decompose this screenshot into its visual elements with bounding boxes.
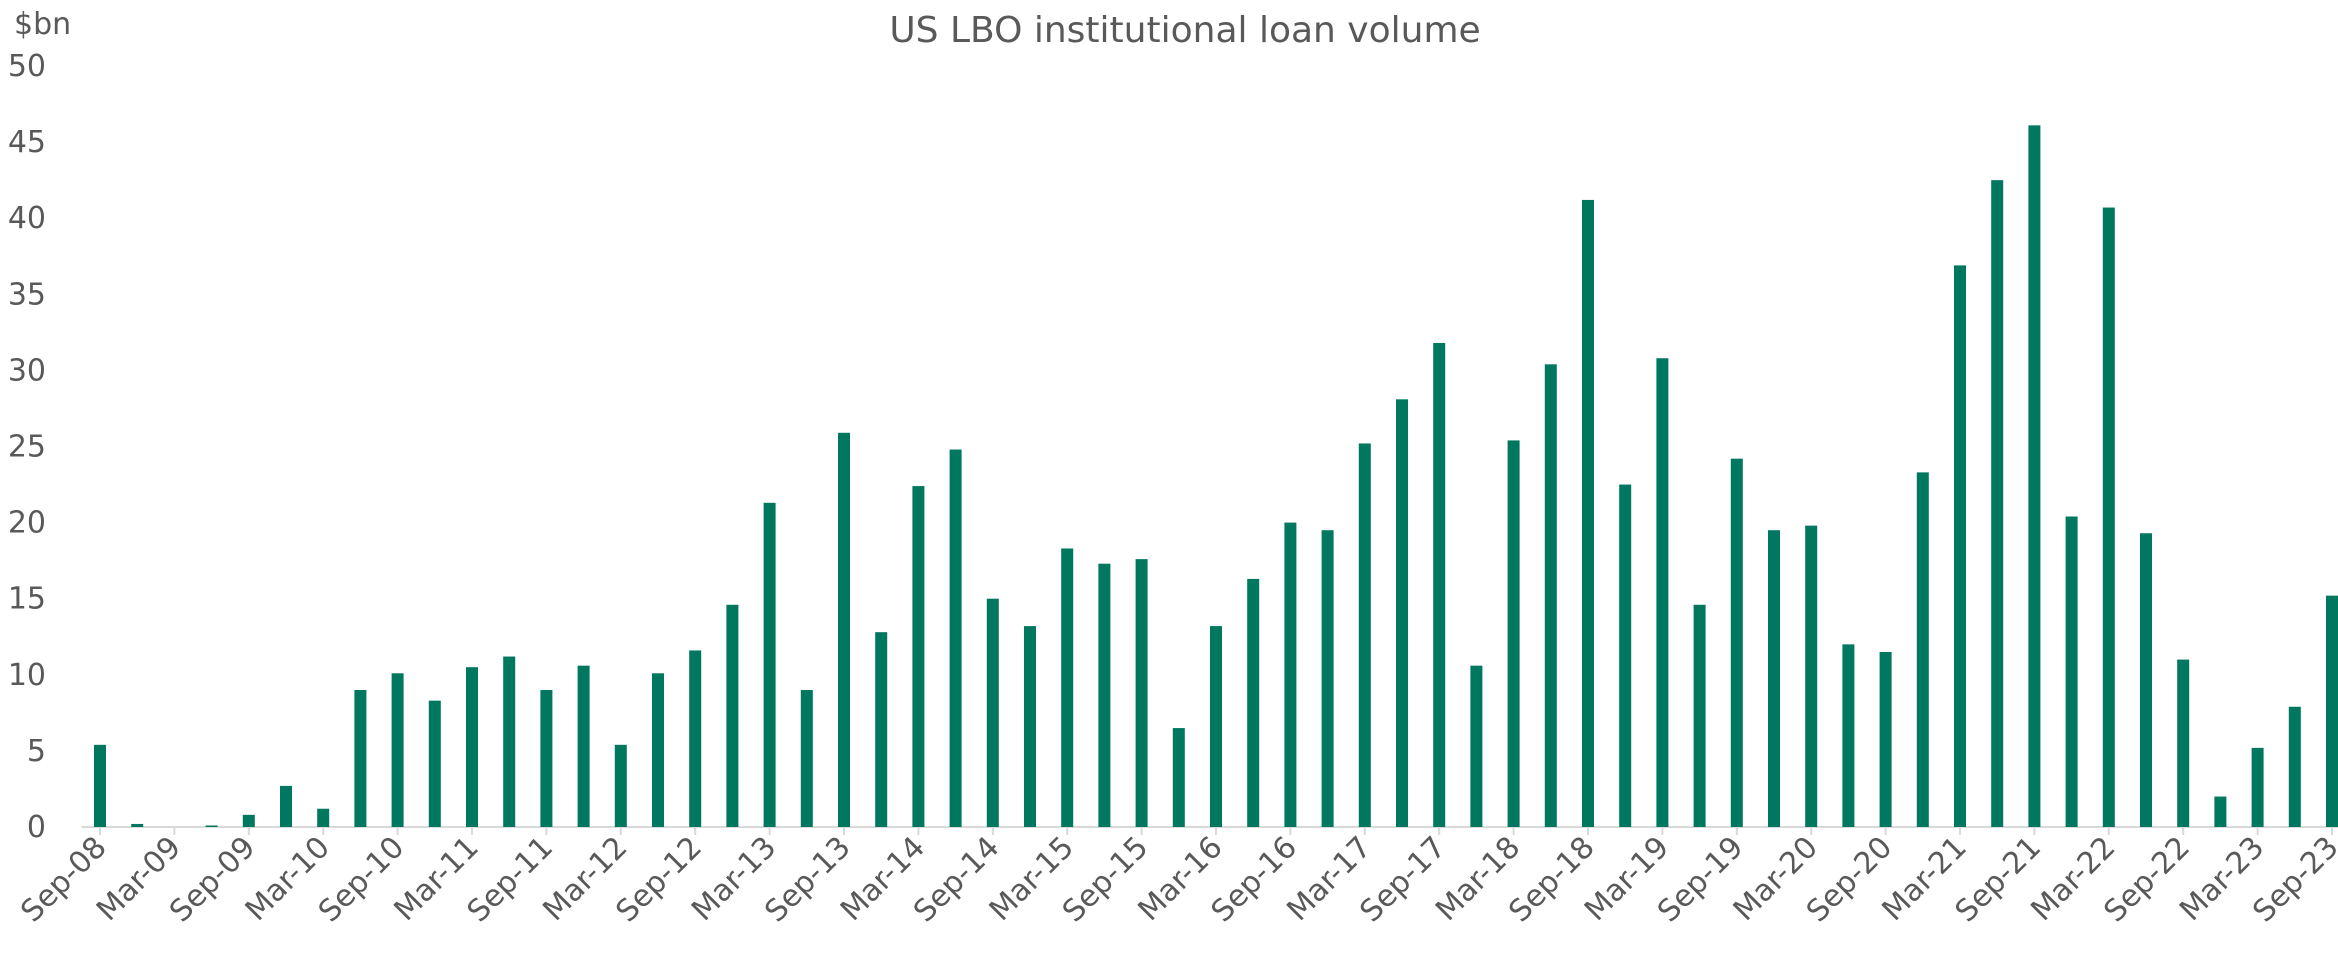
bar [1321,530,1334,827]
bar [1172,728,1185,827]
y-tick-label: 0 [27,810,46,845]
bar [2065,516,2078,827]
bar [94,744,106,827]
bar [280,785,292,827]
bar [354,690,367,827]
y-tick-label: 5 [27,734,46,769]
y-tick-label: 25 [8,430,46,465]
bar [317,808,330,827]
bar [652,673,664,827]
bar [1582,199,1594,827]
bar [2288,706,2301,827]
bar [1991,180,2004,827]
y-tick-label: 50 [8,49,46,84]
bar [428,700,441,827]
bar [800,690,813,827]
bar [2214,796,2227,827]
y-tick-label: 10 [8,658,46,693]
bar [503,656,516,827]
bar [1507,440,1520,827]
bar [2140,533,2152,827]
bar [1730,458,1743,827]
bar [614,744,627,827]
bar [726,604,739,827]
bar [131,823,144,827]
bar [2251,747,2264,827]
bar [1656,358,1669,827]
y-tick-label: 45 [8,125,46,160]
bar [689,650,702,827]
bar [1805,525,1818,827]
bar [1210,626,1222,827]
bar [763,502,776,827]
bar [2326,595,2338,827]
bar [1358,443,1371,827]
bar [1061,548,1074,827]
y-tick-label: 30 [8,353,46,388]
y-tick-label: 35 [8,277,46,312]
bar [875,632,888,827]
bar [205,825,218,827]
bar [1916,472,1929,827]
bar [1693,604,1706,827]
y-axis-label: $bn [14,7,71,42]
bar [2102,207,2115,827]
bar [391,673,404,827]
y-tick-label: 40 [8,201,46,236]
bar [838,432,850,827]
bar [1098,563,1111,827]
bar [540,690,553,827]
bar [1284,522,1297,827]
bar [949,449,962,827]
bar [1842,644,1855,827]
bar [2177,659,2190,827]
bar [1024,626,1036,827]
bar [1470,665,1483,827]
bar [242,814,255,827]
bar [466,667,478,827]
bar [1433,343,1446,827]
bar [1247,578,1260,827]
bar [1619,484,1632,827]
bar [1768,530,1780,827]
bar [1544,364,1557,827]
bar [1954,265,1966,828]
bar [912,486,925,827]
chart-title: US LBO institutional loan volume [889,10,1480,51]
bar [986,598,999,827]
bar [1396,399,1408,827]
bar [1879,651,1892,827]
y-tick-label: 20 [8,506,46,541]
bar [2028,125,2041,827]
bar [1135,559,1148,827]
y-tick-label: 15 [8,582,46,617]
bar [577,665,590,827]
